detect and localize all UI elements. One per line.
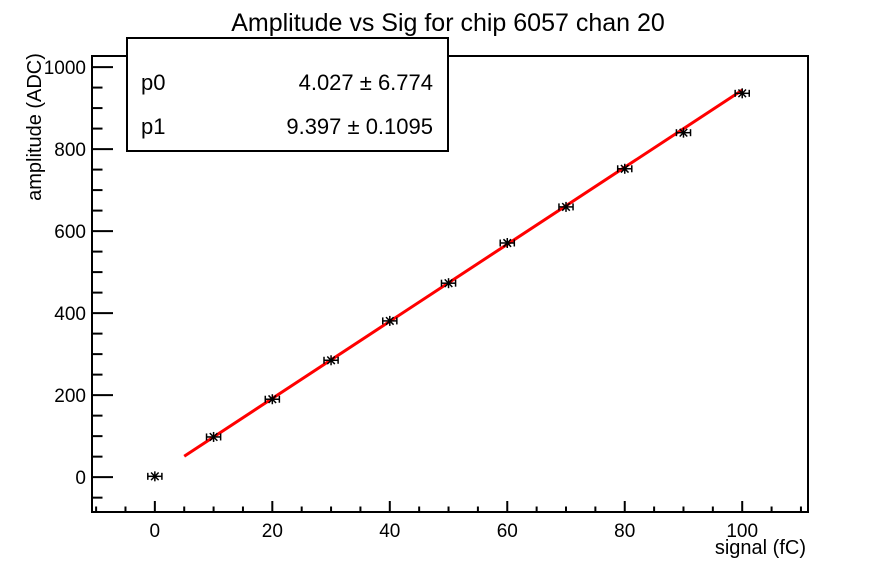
y-axis-tick-labels: 0 200 400 600 800 1000	[44, 58, 86, 489]
data-points	[147, 88, 751, 482]
stats-box-frame	[126, 37, 449, 152]
x-tick-label: 20	[262, 521, 283, 542]
data-point-marker	[323, 355, 339, 366]
data-point-marker	[499, 237, 516, 248]
x-tick-label: 40	[379, 521, 400, 542]
x-axis-ticks	[95, 501, 802, 512]
plot-frame	[91, 55, 809, 513]
data-point-marker	[675, 127, 692, 138]
x-axis-title: signal (fC)	[715, 537, 806, 559]
y-axis-ticks	[92, 66, 113, 499]
x-axis-tick-labels: 0 20 40 60 80 100	[150, 521, 759, 542]
y-tick-label: 600	[54, 222, 86, 243]
stats-p0-value: 4.027 ± 6.774	[299, 70, 433, 95]
stats-p1-name: p1	[141, 114, 165, 139]
data-point-marker	[616, 163, 633, 174]
fit-line	[183, 88, 744, 458]
data-point-marker	[440, 278, 457, 289]
data-point-marker	[205, 431, 222, 442]
y-tick-label: 200	[54, 386, 86, 407]
y-tick-label: 0	[75, 468, 86, 489]
data-point-marker	[147, 471, 163, 482]
x-tick-label: 80	[614, 521, 635, 542]
data-point-marker	[734, 88, 751, 99]
stats-box: p0 4.027 ± 6.774 p1 9.397 ± 0.1095	[126, 37, 449, 152]
stats-p1-value: 9.397 ± 0.1095	[286, 114, 433, 139]
stats-p0-name: p0	[141, 70, 165, 95]
x-tick-label: 60	[497, 521, 518, 542]
y-tick-label: 800	[54, 140, 86, 161]
data-point-marker	[558, 201, 574, 212]
x-tick-label: 0	[150, 521, 161, 542]
y-tick-label: 1000	[44, 58, 86, 79]
data-point-marker	[264, 394, 281, 405]
x-tick-label: 100	[726, 521, 758, 542]
data-point-marker	[381, 315, 398, 326]
chart-title: Amplitude vs Sig for chip 6057 chan 20	[231, 9, 665, 37]
y-tick-label: 400	[54, 304, 86, 325]
y-axis-title: amplitude (ADC)	[24, 53, 46, 201]
